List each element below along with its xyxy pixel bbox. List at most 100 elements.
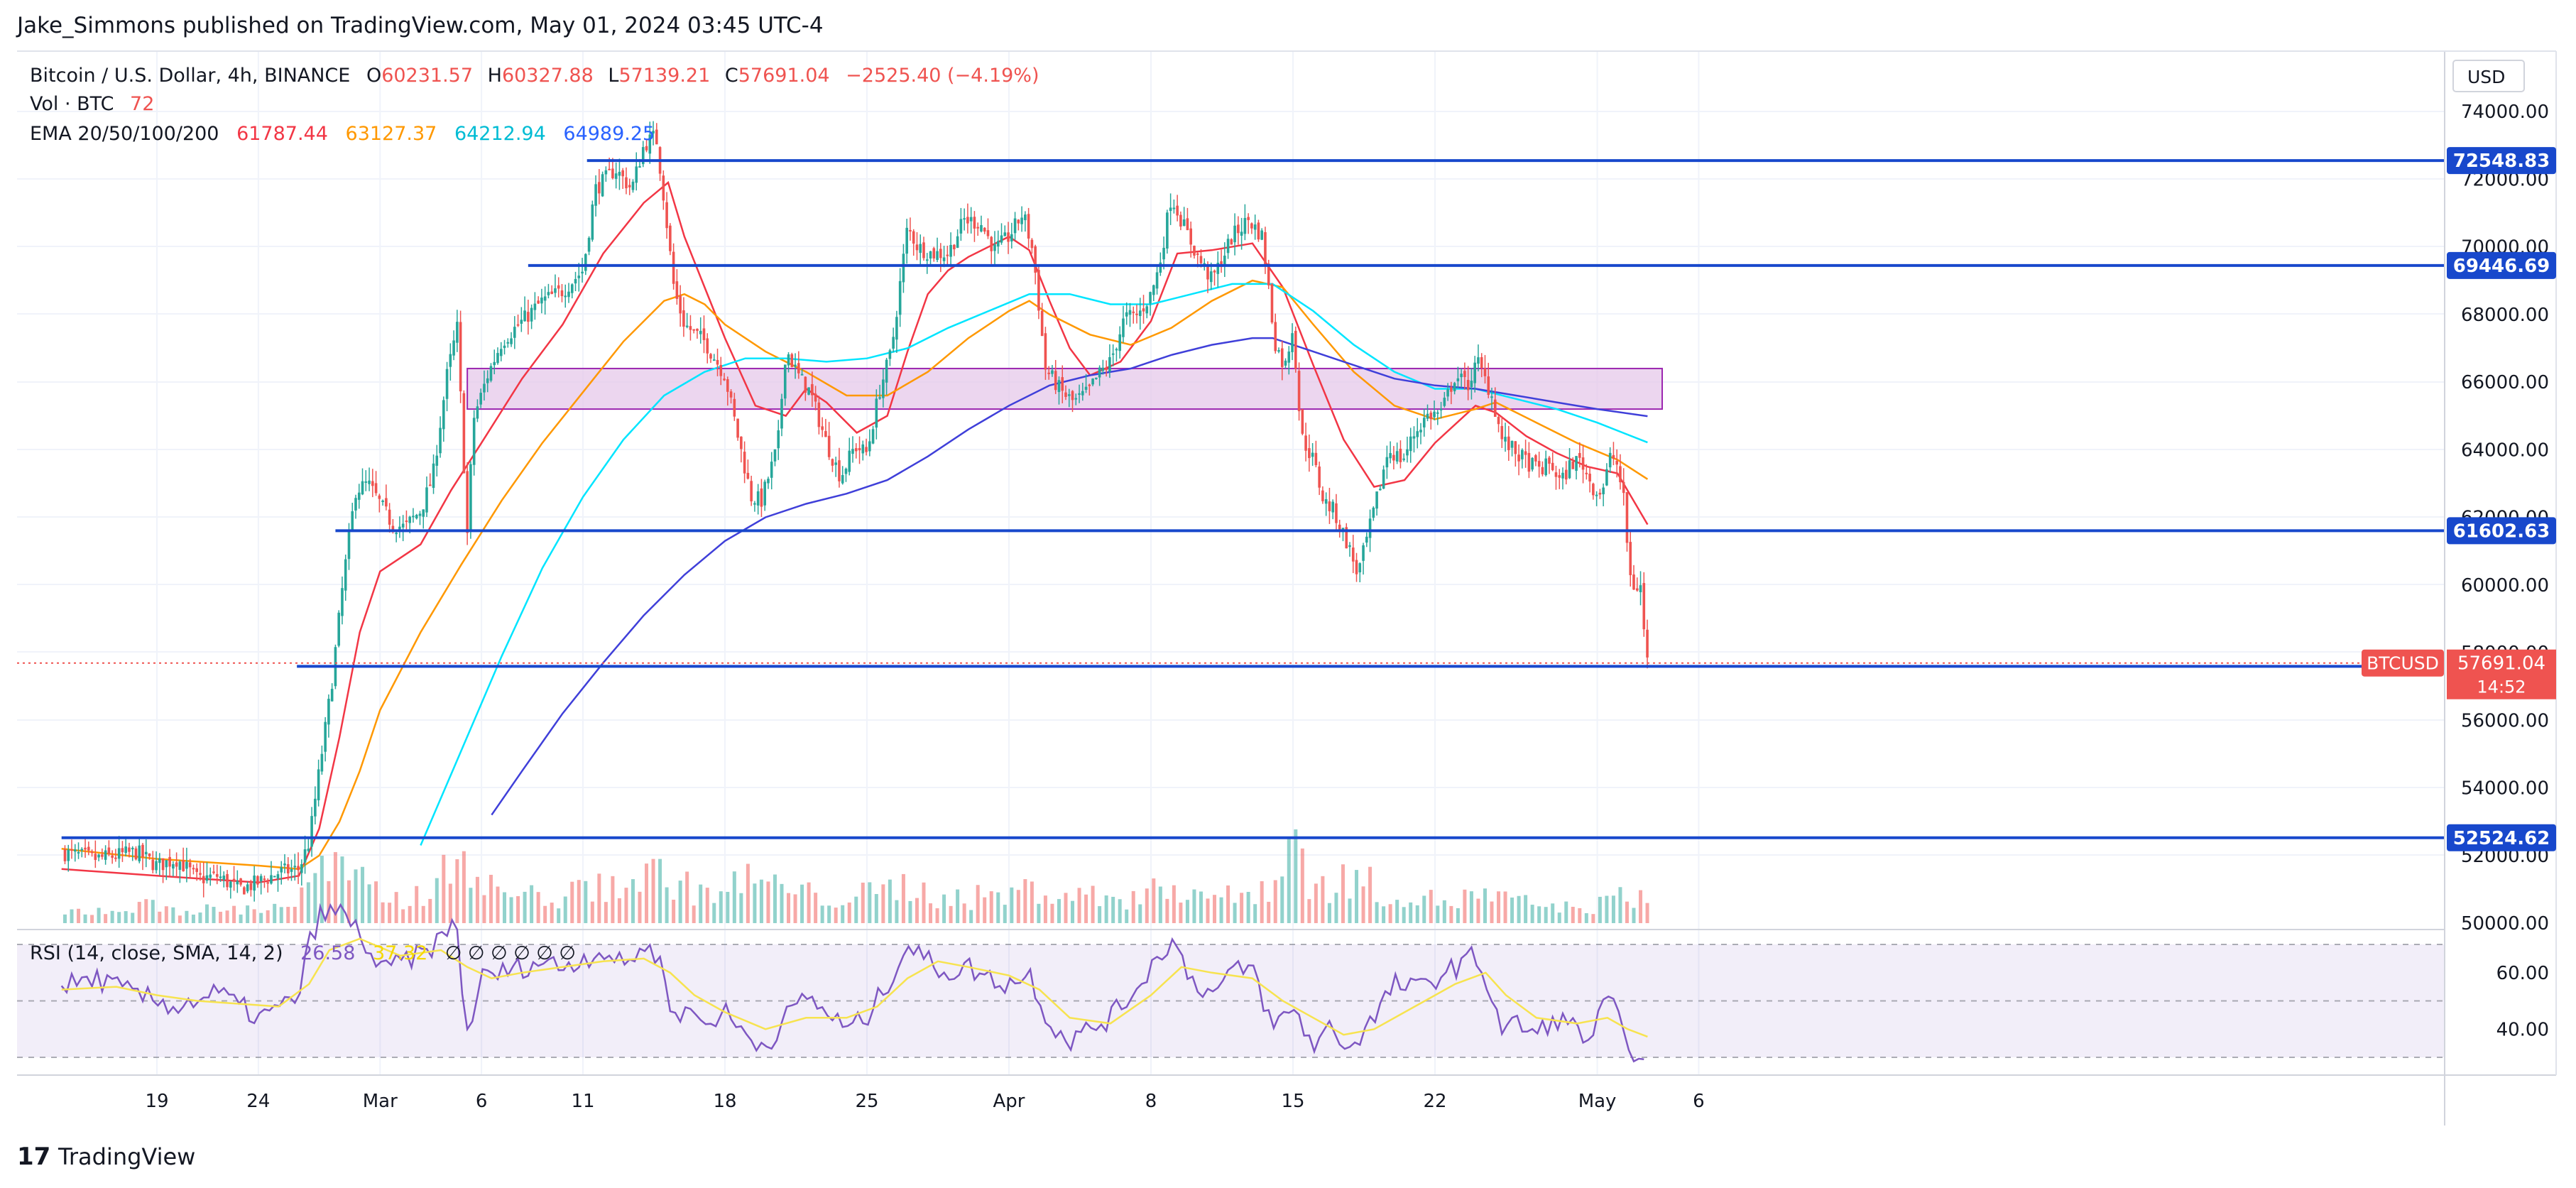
rsi-tick-label: 60.00 (2496, 963, 2549, 984)
candle-body (205, 875, 209, 881)
candle-body (1061, 377, 1064, 391)
volume-bar (1165, 898, 1169, 923)
volume-bar (1355, 870, 1359, 923)
candle-body (672, 251, 675, 284)
candle-body (141, 844, 144, 857)
candle-body (1152, 285, 1155, 295)
candle-body (895, 317, 898, 340)
price-tick-label: 60000.00 (2461, 575, 2549, 596)
candle-body (351, 511, 354, 530)
candle-body (1213, 271, 1216, 273)
volume-bar (929, 903, 933, 923)
candle-body (297, 866, 300, 871)
volume-bar (252, 909, 256, 923)
time-tick-label: 6 (476, 1091, 488, 1112)
volume-bar (915, 898, 919, 923)
candle-body (949, 244, 952, 257)
candle-body (1193, 246, 1196, 256)
candle-body (570, 284, 574, 293)
candle-body (256, 876, 259, 885)
candle-body (513, 327, 516, 338)
candle-body (679, 295, 682, 314)
volume-bar (1226, 885, 1230, 923)
volume-bar (1510, 897, 1515, 923)
candle-body (212, 871, 215, 873)
volume-bar (901, 873, 905, 923)
level-badge-bg (2447, 251, 2556, 279)
candle-body (1331, 501, 1334, 513)
volume-bar (1050, 903, 1054, 923)
volume-bar (361, 866, 365, 923)
candle-body (1206, 265, 1209, 280)
candle-body (854, 448, 858, 452)
candle-body (567, 291, 570, 298)
candle-layer (63, 121, 1649, 902)
candle-body (506, 342, 510, 344)
candle-body (1527, 452, 1531, 472)
candle-body (641, 147, 645, 165)
volume-bar (1057, 899, 1061, 923)
candle-body (459, 322, 462, 392)
candle-body (885, 359, 888, 383)
volume-bar (313, 873, 317, 923)
candle-body (1463, 371, 1466, 377)
volume-bar (1517, 895, 1521, 923)
volume-bar (1497, 891, 1501, 923)
volume-bar (699, 884, 703, 923)
candle-body (939, 249, 942, 258)
candle-body (219, 876, 222, 878)
tradingview-logo[interactable]: 17 TradingView (17, 1143, 195, 1171)
currency-button[interactable] (2452, 60, 2525, 92)
candle-body (1203, 263, 1206, 265)
time-axis[interactable]: 19 24 Mar 6 11 18 25 Apr 8 15 22 May 6 (145, 1091, 1704, 1112)
price-axis[interactable]: 74000.0072000.0070000.0068000.0066000.00… (2461, 102, 2549, 934)
candle-body (1044, 333, 1047, 370)
candle-body (682, 310, 685, 327)
volume-bar (239, 914, 243, 923)
candle-body (486, 378, 489, 383)
volume-bar (726, 891, 730, 923)
candle-body (986, 230, 990, 236)
volume-bar (1233, 903, 1237, 923)
candle-body (354, 498, 357, 511)
candle-body (861, 444, 865, 454)
candle-body (1605, 469, 1608, 486)
volume-bar (908, 900, 912, 923)
ema-line (61, 180, 1649, 884)
candle-body (1105, 369, 1108, 371)
volume-bar (1395, 900, 1399, 923)
candle-body (1385, 457, 1389, 468)
candle-body (1047, 372, 1050, 374)
candle-body (1287, 352, 1291, 363)
candle-body (756, 491, 760, 506)
candle-body (1226, 239, 1230, 254)
candle-body (489, 366, 493, 381)
candle-body (222, 876, 226, 880)
candle-body (1223, 256, 1226, 266)
candle-body (631, 181, 635, 190)
volume-bar (543, 905, 547, 923)
volume-bar (164, 906, 168, 923)
candle-body (483, 383, 486, 393)
candle-body (1145, 306, 1149, 314)
volume-bar (266, 910, 270, 923)
candle-body (337, 612, 340, 646)
candle-body (729, 391, 733, 398)
candle-body (1480, 357, 1483, 369)
candle-body (625, 177, 628, 189)
candle-body (618, 171, 621, 176)
candle-body (510, 338, 513, 344)
candle-body (425, 487, 428, 513)
volume-bar (1260, 881, 1264, 923)
volume-bar (962, 903, 966, 923)
level-badge-label: 72548.83 (2453, 151, 2550, 172)
candle-body (90, 851, 94, 854)
candle-body (185, 861, 188, 869)
volume-bar (259, 912, 263, 923)
candle-body (188, 862, 192, 868)
candle-body (452, 340, 455, 356)
volume-bar (888, 879, 892, 923)
volume-bar (719, 891, 723, 923)
volume-bar (374, 881, 378, 923)
